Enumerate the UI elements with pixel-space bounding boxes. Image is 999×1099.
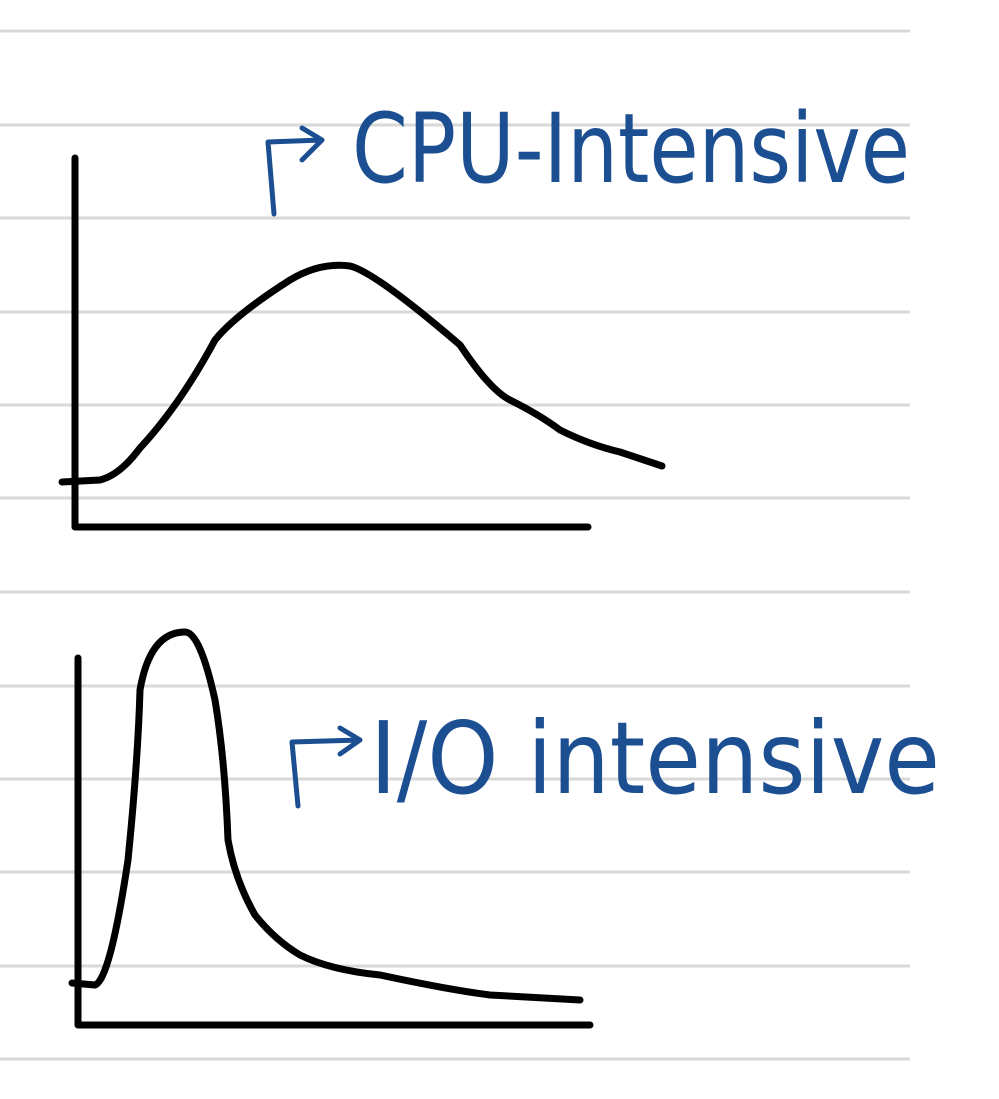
label: CPU-Intensive — [352, 93, 910, 205]
io-sketch: I/O intensive — [68, 628, 940, 1029]
arrow — [265, 125, 325, 217]
burst-curve — [68, 628, 584, 1004]
axes — [71, 154, 592, 531]
burst-curve — [58, 261, 666, 486]
cpu-sketch: CPU-Intensive — [58, 93, 910, 531]
label: I/O intensive — [370, 700, 940, 817]
axes — [74, 654, 594, 1029]
ruled-lines — [0, 29, 910, 1061]
arrow — [289, 725, 363, 809]
